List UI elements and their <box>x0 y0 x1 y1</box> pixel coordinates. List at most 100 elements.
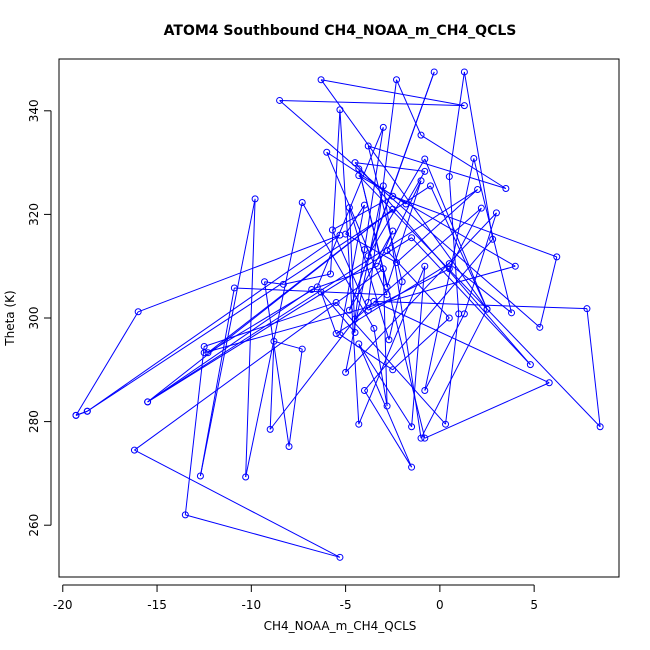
data-point <box>336 331 344 339</box>
series-segment <box>411 237 531 365</box>
data-point <box>445 314 453 322</box>
data-point <box>355 165 363 173</box>
x-tick-label: 5 <box>530 598 538 612</box>
series-segment <box>367 158 426 257</box>
series-segment <box>330 109 341 274</box>
data-point <box>583 305 591 313</box>
series-segment <box>448 263 512 314</box>
data-point <box>130 446 138 454</box>
data-point <box>196 472 204 480</box>
series-segment <box>358 168 426 439</box>
series-segment <box>448 176 460 314</box>
series-segment <box>373 300 550 384</box>
data-point <box>445 265 453 273</box>
data-point <box>261 278 269 286</box>
data-point <box>483 305 491 313</box>
data-point <box>445 173 453 181</box>
data-point <box>442 420 450 428</box>
data-point <box>345 204 353 212</box>
data-point <box>393 76 401 84</box>
data-point <box>279 280 287 288</box>
series-segment <box>358 343 413 428</box>
series-segment <box>382 268 388 407</box>
series-segment <box>388 281 403 340</box>
data-point <box>383 247 391 255</box>
y-axis: 260 280 300 320 340 <box>27 99 52 537</box>
data-point <box>421 262 429 270</box>
data-point <box>477 204 485 212</box>
x-tick-label: -20 <box>53 598 73 612</box>
data-point <box>323 148 331 156</box>
series-segment <box>138 234 341 313</box>
series-segment <box>424 382 550 439</box>
series-segment <box>463 71 494 240</box>
data-point <box>536 323 544 331</box>
series-segment <box>348 71 435 311</box>
data-point <box>417 177 425 185</box>
series-segment <box>345 233 397 264</box>
series-segment <box>386 250 450 319</box>
data-point <box>83 407 91 415</box>
data-point <box>328 226 336 234</box>
data-point <box>417 131 425 139</box>
data-point <box>342 230 350 238</box>
series-segment <box>301 202 375 329</box>
data-point <box>317 76 325 84</box>
data-point <box>336 106 344 114</box>
data-point <box>417 434 425 442</box>
series-segment <box>358 266 426 425</box>
series-segment <box>405 171 426 205</box>
data-point <box>402 200 410 208</box>
x-tick-label: -15 <box>147 598 167 612</box>
series-segment <box>283 273 331 285</box>
data-point <box>298 345 306 353</box>
data-point <box>508 309 516 317</box>
series-segment <box>311 265 378 290</box>
data-point <box>374 262 382 270</box>
series-segment <box>75 410 88 416</box>
series-segment <box>354 207 482 320</box>
data-point <box>389 205 397 213</box>
series-segment <box>586 308 601 427</box>
data-point <box>204 349 212 357</box>
series-segment <box>473 158 513 313</box>
data-point <box>379 182 387 190</box>
data-point <box>144 398 152 406</box>
data-point <box>408 463 416 471</box>
data-point <box>351 315 359 323</box>
data-point <box>460 102 468 110</box>
data-point <box>460 68 468 76</box>
data-point <box>364 142 372 150</box>
data-point <box>351 329 359 337</box>
y-axis-label: Theta (K) <box>3 290 17 346</box>
data-point <box>276 96 284 104</box>
series-segment <box>75 311 139 416</box>
data-point <box>355 420 363 428</box>
series-segment <box>463 212 497 315</box>
series-segment <box>396 189 478 263</box>
series-segment <box>273 340 303 350</box>
series-segment <box>339 109 360 425</box>
y-tick-label: 320 <box>27 203 41 226</box>
data-point <box>545 379 553 387</box>
data-point <box>266 425 274 433</box>
series-segment <box>420 134 507 189</box>
x-axis-label: CH4_NOAA_m_CH4_QCLS <box>264 619 417 633</box>
series-segment <box>424 158 488 310</box>
series-segment <box>392 317 450 371</box>
x-tick-label: -5 <box>340 598 352 612</box>
series-segment <box>345 185 384 373</box>
data-point <box>364 306 372 314</box>
series-segment <box>373 328 388 407</box>
data-point <box>230 284 238 292</box>
data-point <box>251 195 259 203</box>
series-segment <box>199 287 235 477</box>
series-segment <box>445 313 460 425</box>
data-point <box>351 159 359 167</box>
data-point <box>445 260 453 268</box>
series-segment <box>339 204 365 335</box>
series-segment <box>358 343 413 468</box>
data-point <box>502 185 510 192</box>
data-point <box>474 186 482 194</box>
